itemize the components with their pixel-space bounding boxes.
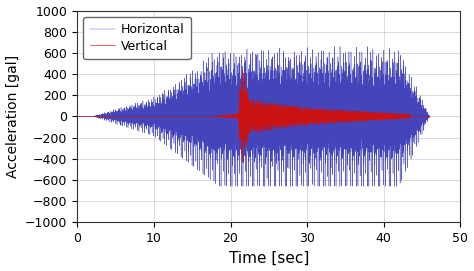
Vertical bbox=[390, 114, 395, 117]
Vertical bbox=[239, 69, 245, 72]
Legend: Horizontal, Vertical: Horizontal, Vertical bbox=[83, 17, 191, 59]
Vertical bbox=[91, 115, 97, 118]
Horizontal bbox=[427, 115, 433, 118]
Horizontal bbox=[192, 120, 198, 123]
Y-axis label: Acceleration [gal]: Acceleration [gal] bbox=[6, 55, 19, 178]
Vertical bbox=[318, 118, 324, 121]
Horizontal bbox=[217, 185, 222, 188]
Horizontal bbox=[74, 115, 80, 118]
Horizontal bbox=[318, 88, 324, 91]
Vertical bbox=[74, 115, 80, 118]
Vertical bbox=[427, 115, 433, 118]
Vertical bbox=[240, 160, 246, 163]
Vertical bbox=[192, 115, 198, 118]
X-axis label: Time [sec]: Time [sec] bbox=[228, 250, 309, 265]
Horizontal bbox=[216, 89, 222, 92]
Line: Horizontal: Horizontal bbox=[77, 47, 430, 186]
Vertical bbox=[216, 114, 222, 118]
Horizontal bbox=[390, 124, 395, 127]
Horizontal bbox=[179, 118, 185, 121]
Line: Vertical: Vertical bbox=[77, 70, 430, 162]
Vertical bbox=[179, 115, 185, 118]
Horizontal bbox=[91, 115, 97, 118]
Horizontal bbox=[332, 45, 337, 48]
